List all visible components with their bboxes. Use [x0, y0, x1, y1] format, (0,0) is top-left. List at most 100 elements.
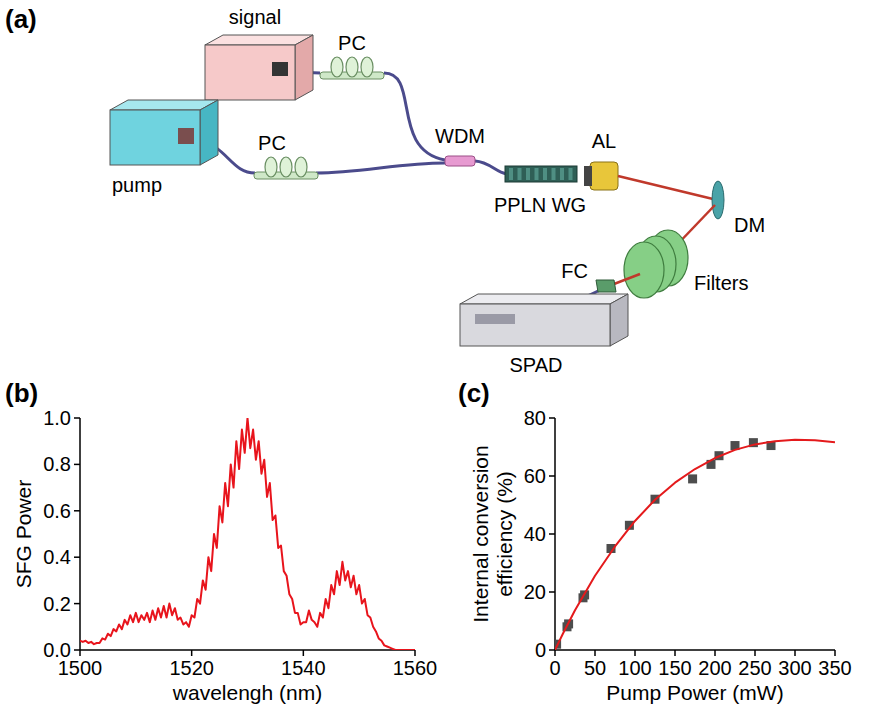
y-tick-label: 0.0 [43, 639, 71, 661]
pump-port [178, 128, 194, 144]
x-tick-label: 250 [738, 657, 771, 679]
filter [624, 242, 664, 298]
spad-detector-side [610, 294, 628, 346]
y-tick-label: 0.4 [43, 546, 71, 568]
x-tick-label: 50 [584, 657, 606, 679]
x-axis [80, 649, 415, 651]
pc-paddle [346, 57, 358, 77]
y-axis-title-line: Internal conversion [469, 445, 492, 622]
y-tick-label: 0.2 [43, 593, 71, 615]
plot-data [555, 438, 835, 650]
ppln-waveguide [505, 166, 577, 182]
component-label: AL [592, 130, 616, 152]
x-tick [79, 650, 81, 656]
panel-letter: (a) [5, 4, 37, 34]
signal-port [272, 62, 288, 76]
signal-source-front [205, 45, 295, 100]
y-tick [74, 603, 80, 605]
fiber [316, 163, 445, 173]
x-tick [714, 650, 716, 656]
y-tick [74, 556, 80, 558]
component-label: SPAD [510, 354, 563, 376]
component-label: PC [258, 132, 286, 154]
x-axis-title: Pump Power (mW) [606, 681, 783, 704]
x-tick [554, 650, 556, 656]
poling-stripe [526, 168, 530, 180]
x-tick-label: 300 [778, 657, 811, 679]
spad-panel [475, 314, 515, 324]
wdm [445, 156, 475, 166]
plot-data [80, 418, 415, 650]
component-label: Filters [694, 272, 748, 294]
figure: (a) signal PC pump PC WDM PPLN WG AL DM Filters FC… [0, 0, 874, 714]
y-tick-label: 80 [524, 407, 546, 429]
x-tick [794, 650, 796, 656]
spad-detector-top [460, 294, 628, 304]
x-tick-label: 350 [818, 657, 851, 679]
spad-detector-front [460, 304, 610, 346]
poling-stripe [569, 168, 573, 180]
panel-letter: (b) [5, 378, 38, 408]
beam [618, 176, 713, 199]
x-tick-label: 1540 [281, 657, 326, 679]
poling-stripe [509, 168, 513, 180]
pump-source [110, 100, 218, 165]
component-label: FC [561, 260, 588, 282]
x-tick-label: 0 [549, 657, 560, 679]
y-tick-label: 60 [524, 465, 546, 487]
y-tick-label: 0.6 [43, 500, 71, 522]
y-tick [74, 510, 80, 512]
component-label: PPLN WG [494, 194, 586, 216]
component-label: DM [734, 214, 765, 236]
dichroic-mirror [712, 181, 724, 219]
polarization-controller [254, 157, 318, 179]
pc-paddle [331, 57, 343, 77]
y-tick-label: 1.0 [43, 407, 71, 429]
y-tick-label: 20 [524, 581, 546, 603]
setup-diagram: (a) signal PC pump PC WDM PPLN WG AL DM Filters FC… [5, 4, 765, 376]
polarization-controller [320, 57, 384, 79]
x-axis [555, 649, 835, 651]
pc-paddle [361, 57, 373, 77]
y-tick [74, 464, 80, 466]
x-axis-title: wavelengh (nm) [172, 681, 322, 704]
y-axis-title-line: SFG Power [12, 480, 35, 589]
y-tick-label: 0 [535, 639, 546, 661]
pump-source-side [200, 100, 218, 165]
x-tick-label: 100 [618, 657, 651, 679]
y-tick [549, 417, 555, 419]
data-point [688, 474, 697, 483]
aspheric-lens [590, 162, 618, 190]
waveguide-body [505, 166, 577, 182]
x-tick [834, 650, 836, 656]
y-tick [549, 533, 555, 535]
y-tick [549, 591, 555, 593]
x-tick [414, 650, 416, 656]
lens-cap [584, 166, 592, 186]
x-tick [754, 650, 756, 656]
chart-panel: (b)15001520154015600.00.20.40.60.81.0wav… [5, 378, 437, 704]
y-axis-title: Internal conversionefficiency (%) [469, 445, 516, 622]
pc-paddle [295, 157, 307, 177]
signal-source [205, 35, 313, 100]
fiber-coupler [596, 280, 616, 292]
x-tick [191, 650, 193, 656]
component-label: signal [229, 6, 281, 28]
component-label: pump [112, 174, 162, 196]
beam [614, 274, 640, 284]
y-tick [549, 475, 555, 477]
signal-source-side [295, 35, 313, 100]
x-tick [674, 650, 676, 656]
fiber [475, 161, 507, 174]
pc-paddle [265, 157, 277, 177]
data-line [555, 440, 835, 650]
x-tick-label: 200 [698, 657, 731, 679]
y-tick [74, 649, 80, 651]
component-label: WDM [435, 125, 485, 147]
x-tick-label: 1520 [169, 657, 214, 679]
y-tick [549, 649, 555, 651]
component-label: PC [338, 32, 366, 54]
poling-stripe [552, 168, 556, 180]
x-tick [594, 650, 596, 656]
x-tick-label: 150 [658, 657, 691, 679]
